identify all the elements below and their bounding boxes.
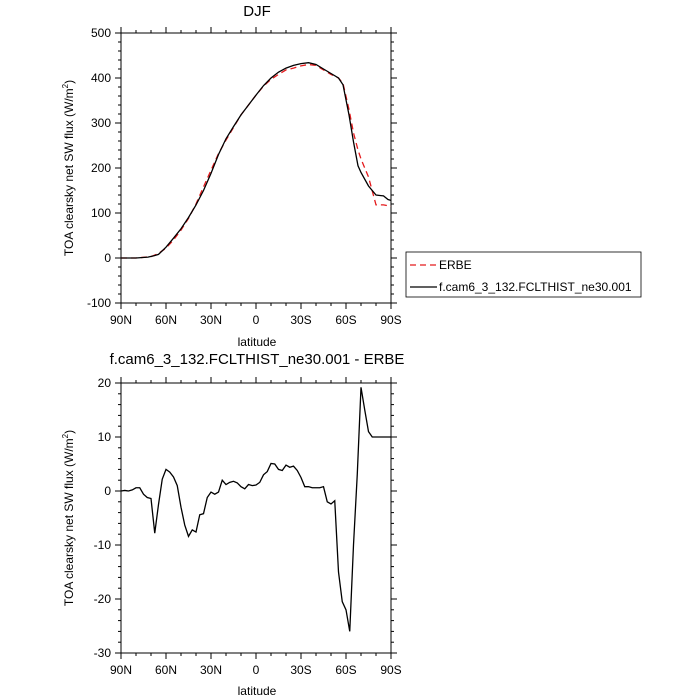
bottom-x-tick-label: 90S [380, 663, 401, 677]
bottom-y-tick-label: -30 [94, 646, 112, 660]
top-series-line-1 [121, 62, 391, 259]
legend-label-erbe: ERBE [439, 258, 472, 272]
top-plot-frame [120, 32, 392, 304]
bottom-x-tick-label: 30N [200, 663, 222, 677]
top-plot-area: 90N 60N 30N 0 30S 60S 90S -100 0 100 200 300 400 500 [87, 26, 402, 327]
bottom-y-tick-label: 0 [104, 484, 111, 498]
bottom-series-group [121, 387, 391, 632]
top-y-tick-label: 400 [91, 71, 111, 85]
bottom-x-tick-label: 60N [155, 663, 177, 677]
bottom-panel: f.cam6_3_132.FCLTHIST_ne30.001 - ERBE 90… [61, 351, 404, 698]
top-y-tick-label: -100 [87, 296, 111, 310]
bottom-x-tick-label: 30S [290, 663, 311, 677]
top-x-tick-label: 60S [335, 313, 356, 327]
top-x-tick-label: 0 [253, 313, 260, 327]
top-y-axis-label-close: ) [62, 80, 76, 84]
top-y-tick-label: 500 [91, 26, 111, 40]
top-y-tick-label: 200 [91, 161, 111, 175]
bottom-y-axis-label-sup: 2 [61, 433, 70, 438]
bottom-x-axis-label: latitude [238, 684, 277, 698]
top-panel: DJF 90N 60N 30N 0 30S 60S 90S -100 0 100 200 300 400… [61, 3, 402, 349]
top-y-tick-label: 300 [91, 116, 111, 130]
top-x-tick-label: 90S [380, 313, 401, 327]
top-chart-title: DJF [243, 3, 271, 20]
bottom-x-tick-label: 90N [110, 663, 132, 677]
bottom-y-tick-label: -10 [94, 538, 112, 552]
bottom-x-tick-label: 0 [253, 663, 260, 677]
top-x-tick-label: 30S [290, 313, 311, 327]
bottom-y-tick-label: 20 [98, 376, 112, 390]
bottom-y-axis-label-close: ) [62, 430, 76, 434]
legend-label-model: f.cam6_3_132.FCLTHIST_ne30.001 [439, 280, 632, 294]
bottom-chart-title: f.cam6_3_132.FCLTHIST_ne30.001 - ERBE [110, 351, 405, 368]
top-x-tick-label: 90N [110, 313, 132, 327]
bottom-x-tick-label: 60S [335, 663, 356, 677]
top-x-tick-label: 60N [155, 313, 177, 327]
bottom-series-line-0 [121, 387, 391, 632]
top-series-line-0 [121, 63, 391, 259]
top-y-tick-label: 0 [104, 251, 111, 265]
bottom-plot-area: 90N 60N 30N 0 30S 60S 90S -30 -20 -10 0 10 20 [94, 376, 402, 677]
bottom-y-tick-label: 10 [98, 430, 112, 444]
top-x-axis-label: latitude [238, 335, 277, 349]
legend-box [405, 251, 642, 298]
bottom-y-axis-label: TOA clearsky net SW flux (W/m2) [61, 430, 76, 606]
top-y-tick-label: 100 [91, 206, 111, 220]
legend: ERBE f.cam6_3_132.FCLTHIST_ne30.001 [405, 251, 642, 298]
top-x-tick-label: 30N [200, 313, 222, 327]
top-series-group [121, 62, 391, 259]
bottom-y-tick-label: -20 [94, 592, 112, 606]
top-y-axis-label: TOA clearsky net SW flux (W/m2) [61, 80, 76, 256]
bottom-y-axis-label-base: TOA clearsky net SW flux (W/m [62, 438, 76, 606]
top-y-axis-label-sup: 2 [61, 83, 70, 88]
top-y-axis-label-base: TOA clearsky net SW flux (W/m [62, 88, 76, 256]
